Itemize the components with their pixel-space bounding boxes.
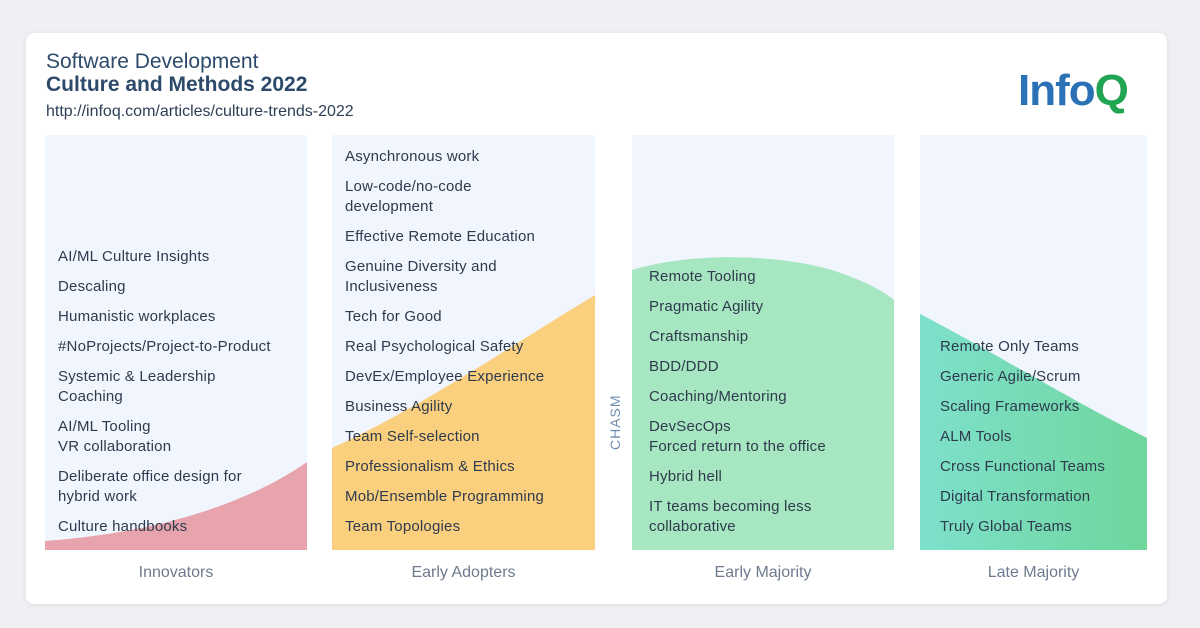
early-adopters-area [332, 295, 595, 550]
list-item: #NoProjects/Project-to-Product [58, 338, 271, 355]
infoq-logo: InfoQ [1018, 66, 1129, 116]
list-item: Remote Only Teams [940, 338, 1080, 355]
list-item: DevSecOps [649, 418, 731, 435]
title-line-2: Culture and Methods 2022 [46, 73, 308, 96]
late-majority-curve [920, 314, 1147, 550]
column-label-innovators: Innovators [138, 564, 214, 581]
list-item: AI/ML Tooling [58, 418, 151, 435]
column-label-early-majority: Early Majority [714, 564, 812, 581]
list-item: Remote Tooling [649, 268, 756, 285]
list-item: Truly Global Teams [940, 518, 1072, 535]
source-url: http://infoq.com/articles/culture-trends… [46, 103, 354, 120]
list-item: Culture handbooks [58, 518, 188, 535]
title-line-1: Software Development [46, 50, 259, 73]
list-item: Coaching/Mentoring [649, 388, 787, 405]
list-item: Descaling [58, 278, 126, 295]
panel-early-adopters: Asynchronous work Low-code/no-code devel… [332, 135, 595, 550]
list-item: development [345, 198, 434, 215]
list-item: VR collaboration [58, 438, 172, 455]
early-adopters-curve [332, 295, 595, 550]
innovators-curve [45, 462, 307, 550]
list-item: Genuine Diversity and [345, 258, 497, 275]
early-majority-curve [632, 257, 894, 550]
list-item: Systemic & Leadership [58, 368, 216, 385]
list-item: Inclusiveness [345, 278, 438, 295]
chasm-label: CHASM [607, 394, 623, 450]
list-item: IT teams becoming less [649, 498, 812, 515]
list-item: Cross Functional Teams [940, 458, 1106, 475]
list-item: Mob/Ensemble Programming [345, 488, 545, 505]
list-item: Team Topologies [345, 518, 461, 535]
list-item: Scaling Frameworks [940, 398, 1080, 415]
panel-early-majority: Remote Tooling Pragmatic Agility Craftsm… [632, 135, 894, 550]
list-item: Humanistic workplaces [58, 308, 216, 325]
list-item: Generic Agile/Scrum [940, 368, 1081, 385]
list-item: Effective Remote Education [345, 228, 536, 245]
logo-text-accent: Q [1094, 66, 1129, 115]
list-item: collaborative [649, 518, 736, 535]
list-item: Tech for Good [345, 308, 442, 325]
list-item: Hybrid hell [649, 468, 723, 485]
column-label-early-adopters: Early Adopters [411, 564, 516, 581]
list-item: Professionalism & Ethics [345, 458, 515, 475]
list-item: ALM Tools [940, 428, 1012, 445]
column-label-late-majority: Late Majority [987, 564, 1080, 581]
list-item: Business Agility [345, 398, 453, 415]
logo-text-main: Info [1018, 66, 1096, 115]
list-item: hybrid work [58, 488, 137, 505]
list-item: Forced return to the office [649, 438, 826, 455]
late-majority-area [920, 314, 1147, 550]
list-item: BDD/DDD [649, 358, 719, 375]
innovators-area [45, 462, 307, 550]
list-item: Craftsmanship [649, 328, 749, 345]
panel-late-majority: Remote Only Teams Generic Agile/Scrum Sc… [920, 135, 1147, 550]
list-item: Digital Transformation [940, 488, 1091, 505]
list-item: Deliberate office design for [58, 468, 242, 485]
panel-innovators: AI/ML Culture Insights Descaling Humanis… [45, 135, 307, 550]
list-item: AI/ML Culture Insights [58, 248, 210, 265]
early-majority-area [632, 257, 894, 550]
list-item: Low-code/no-code [345, 178, 472, 195]
list-item: Pragmatic Agility [649, 298, 764, 315]
list-item: Coaching [58, 388, 123, 405]
list-item: Team Self-selection [345, 428, 480, 445]
list-item: DevEx/Employee Experience [345, 368, 545, 385]
list-item: Real Psychological Safety [345, 338, 524, 355]
list-item: Asynchronous work [345, 148, 480, 165]
